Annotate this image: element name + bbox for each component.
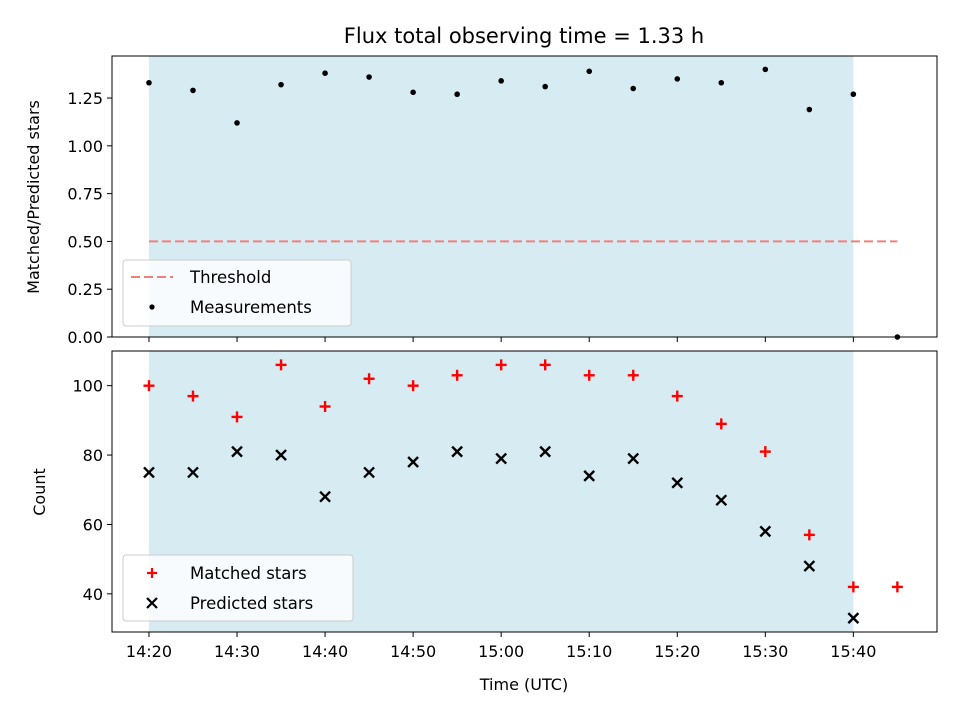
matched-star-point bbox=[231, 411, 243, 423]
y-tick-label: 80 bbox=[83, 446, 103, 465]
measurement-point bbox=[190, 87, 196, 94]
x-tick-label: 15:40 bbox=[830, 642, 876, 661]
x-tick-label: 15:20 bbox=[654, 642, 700, 661]
predicted-star-point bbox=[495, 452, 508, 465]
x-axis-label: Time (UTC) bbox=[479, 675, 568, 694]
y-tick-label: 1.25 bbox=[67, 89, 103, 108]
matched-star-point bbox=[583, 369, 595, 381]
measurement-point bbox=[630, 85, 637, 92]
measurement-point bbox=[322, 70, 328, 77]
y-tick-label: 60 bbox=[83, 515, 103, 534]
legend-predicted-label: Predicted stars bbox=[190, 594, 313, 613]
matched-star-point bbox=[275, 359, 287, 371]
bottom-panel-x-ticks: 14:20 14:30 14:40 14:50 15:00 15:10 15:20 15:30… bbox=[126, 632, 876, 661]
predicted-star-point bbox=[319, 490, 331, 503]
x-tick-label: 15:00 bbox=[478, 642, 524, 661]
predicted-star-point bbox=[627, 452, 640, 465]
y-tick-label: 0.00 bbox=[67, 328, 103, 347]
legend-measurements-label: Measurements bbox=[190, 298, 312, 317]
y-tick-label: 0.75 bbox=[67, 185, 103, 204]
bottom-legend-box bbox=[122, 554, 354, 622]
predicted-star-point bbox=[187, 466, 199, 479]
predicted-stars-points bbox=[143, 445, 860, 624]
bottom-y-axis-label: Count bbox=[30, 468, 49, 516]
measurement-point bbox=[410, 89, 416, 96]
y-tick-label: 1.00 bbox=[67, 137, 103, 156]
top-panel-frame bbox=[111, 55, 938, 338]
matched-star-point bbox=[759, 446, 771, 458]
x-tick-label: 14:50 bbox=[390, 642, 436, 661]
matched-star-point bbox=[451, 369, 463, 381]
measurement-point bbox=[542, 83, 548, 90]
measurement-point bbox=[762, 66, 769, 73]
y-tick-label: 0.50 bbox=[67, 232, 103, 251]
measurement-point bbox=[498, 78, 504, 84]
matched-star-point bbox=[847, 581, 859, 593]
x-tick-label: 14:30 bbox=[214, 642, 260, 661]
top-y-axis-label: Matched/Predicted stars bbox=[24, 100, 43, 294]
predicted-star-point bbox=[451, 445, 463, 458]
predicted-star-point bbox=[407, 456, 419, 468]
matched-star-point bbox=[363, 373, 375, 385]
predicted-star-point bbox=[671, 476, 684, 489]
matched-stars-points bbox=[143, 359, 903, 593]
y-tick-label: 0.25 bbox=[67, 280, 103, 299]
matched-star-point bbox=[715, 418, 727, 430]
predicted-star-point bbox=[715, 494, 728, 507]
top-panel: 0.00 0.25 0.50 0.75 1.00 1.25 Matched/Predict… bbox=[24, 55, 938, 347]
predicted-star-point bbox=[275, 449, 287, 461]
top-legend: Threshold Measurements bbox=[122, 259, 352, 327]
measurement-points bbox=[146, 66, 901, 340]
predicted-star-point bbox=[803, 560, 816, 572]
measurement-point bbox=[850, 91, 857, 98]
predicted-star-point bbox=[759, 525, 772, 538]
measurement-point bbox=[806, 106, 813, 113]
bottom-panel-frame bbox=[111, 350, 938, 633]
measurement-point bbox=[366, 74, 372, 80]
legend-threshold-label: Threshold bbox=[189, 268, 271, 287]
matched-star-point bbox=[143, 380, 155, 392]
measurement-point bbox=[674, 76, 681, 82]
predicted-star-point bbox=[231, 445, 243, 458]
measurement-point bbox=[146, 79, 152, 86]
x-tick-label: 14:40 bbox=[302, 642, 348, 661]
top-panel-y-ticks: 0.00 0.25 0.50 0.75 1.00 1.25 bbox=[67, 89, 112, 347]
measurement-point bbox=[718, 79, 725, 86]
y-tick-label: 40 bbox=[83, 585, 103, 604]
measurement-point bbox=[234, 120, 240, 126]
x-tick-label: 15:10 bbox=[566, 642, 612, 661]
legend-matched-swatch bbox=[147, 568, 157, 578]
predicted-star-point bbox=[583, 470, 596, 482]
predicted-star-point bbox=[847, 612, 860, 624]
matched-star-point bbox=[187, 390, 199, 402]
top-legend-box bbox=[122, 259, 352, 327]
matched-star-point bbox=[891, 581, 903, 593]
matched-star-point bbox=[319, 401, 331, 413]
x-tick-label: 14:20 bbox=[126, 642, 172, 661]
matched-star-point bbox=[803, 529, 815, 541]
bottom-legend: Matched stars Predicted stars bbox=[122, 554, 354, 622]
legend-measurements-swatch bbox=[149, 304, 155, 310]
predicted-star-point bbox=[539, 445, 552, 458]
measurement-point bbox=[586, 68, 593, 75]
matched-star-point bbox=[627, 369, 639, 381]
measurement-point bbox=[454, 91, 460, 98]
bottom-panel: 40 60 80 100 14:20 14:30 14:40 14:50 15:00 15:10… bbox=[30, 350, 938, 694]
legend-predicted-swatch bbox=[146, 597, 158, 609]
predicted-star-point bbox=[143, 466, 155, 479]
predicted-star-point bbox=[363, 466, 375, 479]
x-tick-label: 15:30 bbox=[742, 642, 788, 661]
legend-matched-label: Matched stars bbox=[190, 564, 307, 583]
matched-star-point bbox=[407, 380, 419, 392]
matched-star-point bbox=[495, 359, 507, 371]
matched-star-point bbox=[539, 359, 551, 371]
top-panel-x-ticks bbox=[148, 337, 854, 342]
matched-star-point bbox=[671, 390, 683, 402]
chart-title: Flux total observing time = 1.33 h bbox=[344, 24, 704, 48]
y-tick-label: 100 bbox=[72, 377, 103, 396]
measurement-point bbox=[278, 81, 284, 88]
bottom-panel-y-ticks: 40 60 80 100 bbox=[72, 377, 112, 604]
